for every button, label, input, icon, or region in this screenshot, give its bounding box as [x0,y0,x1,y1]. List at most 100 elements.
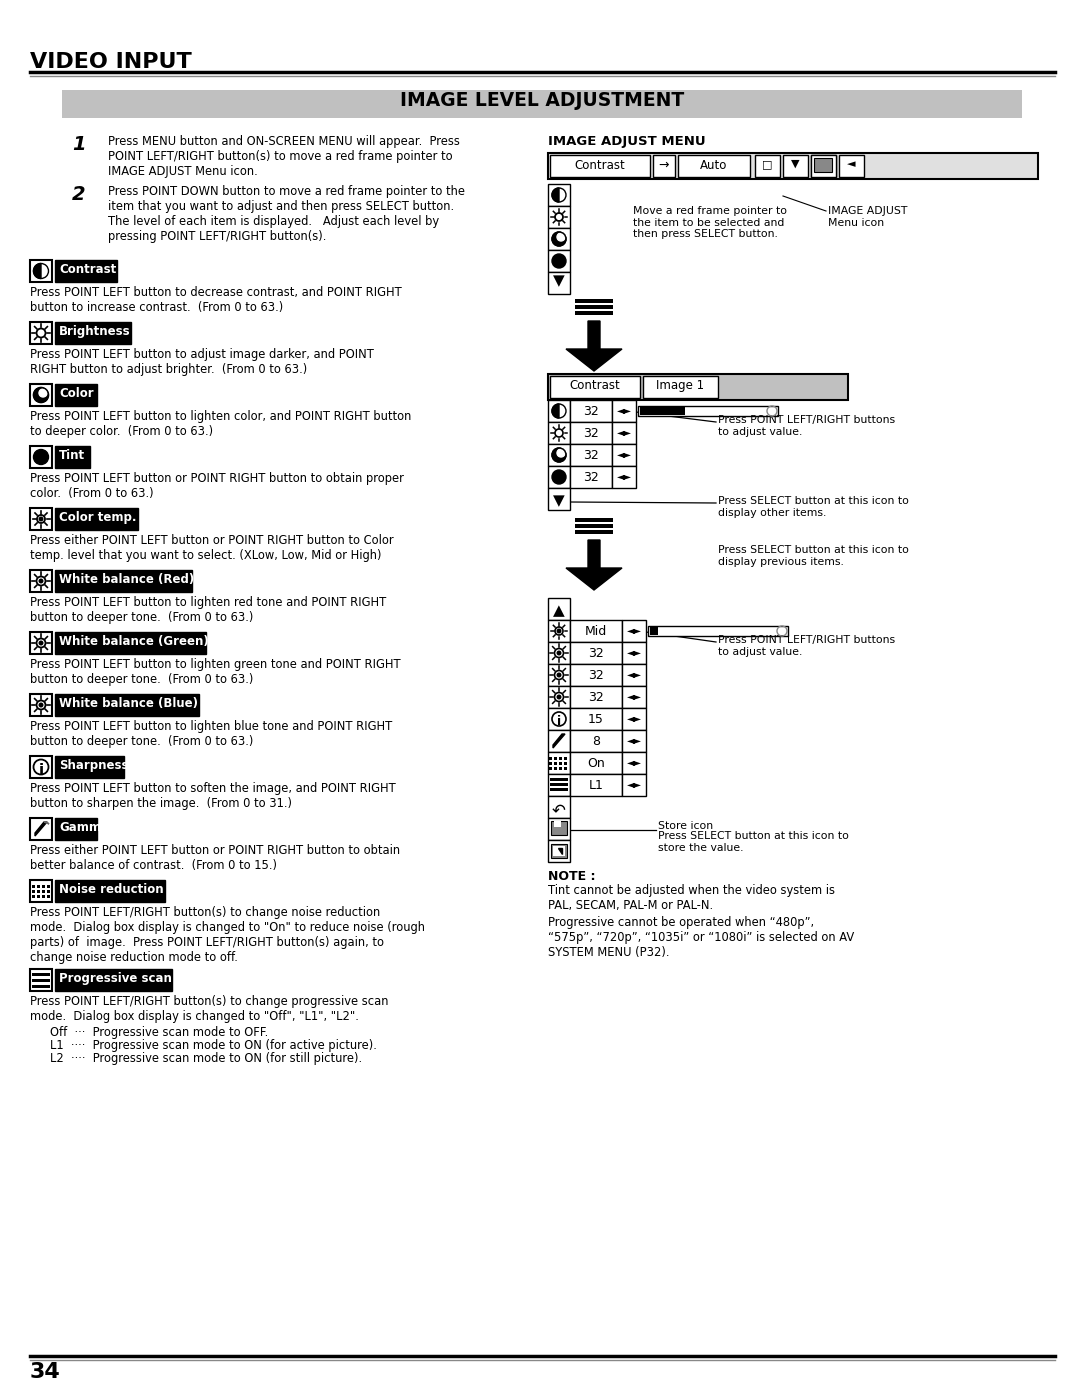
Text: Press POINT LEFT/RIGHT button(s) to change progressive scan
mode.  Dialog box di: Press POINT LEFT/RIGHT button(s) to chan… [30,995,389,1023]
Bar [550,782,568,787]
Bar [62,89,1022,117]
Polygon shape [558,848,562,854]
Bar [548,467,570,488]
Text: Press either POINT LEFT button or POINT RIGHT button to Color
temp. level that y: Press either POINT LEFT button or POINT … [30,534,393,562]
Bar [550,788,568,791]
Bar [570,620,622,643]
Bar [30,819,52,840]
Bar [548,250,570,272]
Bar [570,708,622,731]
Circle shape [33,450,49,464]
Bar [37,895,40,898]
Bar [559,761,562,766]
Circle shape [33,387,49,402]
Text: ↶: ↶ [552,800,566,819]
Text: Press POINT LEFT button to lighten red tone and POINT RIGHT
button to deeper ton: Press POINT LEFT button to lighten red t… [30,597,387,624]
Text: ◄: ◄ [847,159,855,169]
Text: ◄►: ◄► [626,735,642,745]
Text: Color: Color [59,387,94,400]
Bar [570,774,622,796]
Bar [755,155,780,177]
Bar [55,570,192,592]
Bar [42,895,45,898]
Bar [548,774,570,796]
Bar [570,686,622,708]
Text: 32: 32 [589,647,604,659]
Circle shape [39,578,43,584]
Bar [32,895,35,898]
Text: Brightness: Brightness [59,326,131,338]
Bar [622,664,646,686]
Bar [622,620,646,643]
Bar [622,752,646,774]
Bar [551,821,567,835]
Bar [548,228,570,250]
Bar [55,880,165,902]
Bar [55,756,124,778]
Circle shape [556,694,562,700]
Polygon shape [44,821,49,824]
Text: ◄►: ◄► [626,757,642,767]
Bar [811,155,836,177]
Bar [548,272,570,293]
Text: Press SELECT button at this icon to
store the value.: Press SELECT button at this icon to stor… [658,831,849,852]
Bar [648,626,788,636]
Text: □: □ [818,159,828,169]
Text: Progressive cannot be operated when “480p”,
“575p”, “720p”, “1035i” or “1080i” i: Progressive cannot be operated when “480… [548,916,854,958]
Circle shape [33,760,49,774]
Bar [570,422,612,444]
Bar [570,664,622,686]
Bar [640,407,685,415]
Bar [575,312,613,314]
Text: Image 1: Image 1 [656,379,704,393]
Circle shape [556,672,562,678]
Bar [55,384,97,407]
Text: □: □ [761,159,772,169]
Bar [548,708,570,731]
Bar [32,979,50,982]
Text: Off  ···  Progressive scan mode to OFF.: Off ··· Progressive scan mode to OFF. [50,1025,268,1039]
Bar [55,694,199,717]
Bar [30,384,52,407]
Bar [814,158,832,172]
Text: ◄►: ◄► [626,712,642,724]
Bar [553,847,565,856]
Text: Press SELECT button at this icon to
display previous items.: Press SELECT button at this icon to disp… [718,545,909,567]
Bar [55,631,206,654]
Text: ◄►: ◄► [626,647,642,657]
Text: 34: 34 [30,1362,60,1382]
Text: 32: 32 [589,692,604,704]
Text: ◄►: ◄► [617,405,632,415]
Bar [548,731,570,752]
Circle shape [552,712,566,726]
Bar [811,155,836,177]
Text: 32: 32 [583,405,599,418]
Bar [653,155,675,177]
Text: On: On [588,757,605,770]
Bar [554,821,561,827]
Bar [548,796,570,819]
Text: ▼: ▼ [553,493,565,509]
Text: Noise reduction: Noise reduction [59,883,164,895]
Text: IMAGE LEVEL ADJUSTMENT: IMAGE LEVEL ADJUSTMENT [400,91,684,110]
Polygon shape [566,541,622,590]
Circle shape [557,233,565,242]
Bar [548,374,848,400]
Text: 32: 32 [583,427,599,440]
Bar [650,627,658,636]
Text: 1: 1 [72,136,85,154]
Text: Color temp.: Color temp. [59,511,136,524]
Text: ◄►: ◄► [617,448,632,460]
Polygon shape [33,264,41,278]
Text: Progressive scan: Progressive scan [59,972,172,985]
Text: VIDEO INPUT: VIDEO INPUT [30,52,192,73]
Text: L1: L1 [589,780,604,792]
Bar [55,321,131,344]
Text: White balance (Red): White balance (Red) [59,573,194,585]
Text: Move a red frame pointer to
the item to be selected and
then press SELECT button: Move a red frame pointer to the item to … [633,205,787,239]
Bar [570,643,622,664]
Bar [30,756,52,778]
Bar [564,761,567,766]
Text: i: i [39,763,43,778]
Text: NOTE :: NOTE : [548,870,595,883]
